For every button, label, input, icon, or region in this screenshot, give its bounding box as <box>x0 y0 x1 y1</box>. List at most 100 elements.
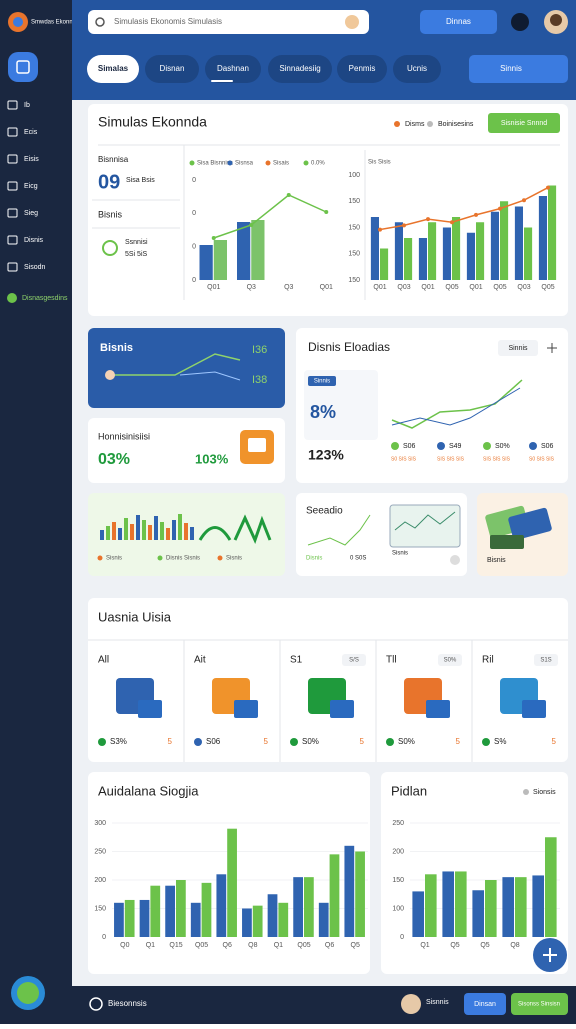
label: Sisnnis <box>426 999 449 1006</box>
decoration <box>307 514 371 546</box>
decoration <box>124 518 128 540</box>
decoration <box>118 528 122 540</box>
footer-button[interactable] <box>464 993 506 1015</box>
nav-item[interactable]: Ib <box>24 102 30 109</box>
label: Disnis Eloadias <box>308 340 390 354</box>
legend-dot <box>303 160 309 166</box>
legend-label: S06 <box>403 443 416 450</box>
search-bar[interactable] <box>88 10 369 34</box>
card <box>296 328 568 483</box>
icon <box>138 700 162 718</box>
x-tick-label: Q05 <box>541 284 554 291</box>
line-dot <box>324 210 329 214</box>
label: I38 <box>252 374 267 386</box>
bar <box>278 902 289 937</box>
tab-label[interactable]: Penmis <box>349 64 376 73</box>
x-tick-label: Q1 <box>274 942 283 949</box>
line-dot <box>426 217 430 222</box>
bar <box>500 201 509 280</box>
decoration <box>172 520 176 540</box>
tab-button[interactable] <box>469 55 568 83</box>
tab-label[interactable]: Disnan <box>160 64 185 73</box>
label: Disnis <box>306 556 322 562</box>
line-dot <box>286 193 291 197</box>
tab[interactable] <box>87 55 139 83</box>
y-tick-label: 150 <box>348 277 360 284</box>
nav-item[interactable]: Eisis <box>24 156 39 163</box>
button-label[interactable]: Sisonss Sinsisn <box>518 1002 560 1008</box>
action-button[interactable] <box>488 113 560 133</box>
label: 5 <box>360 737 365 746</box>
bar <box>329 854 340 937</box>
button-label[interactable]: Dinsan <box>474 1001 496 1008</box>
y-tick-label: 0 <box>192 177 196 184</box>
legend-dot <box>227 160 233 166</box>
label: 5 <box>168 737 173 746</box>
tab[interactable] <box>145 55 199 83</box>
tab-label[interactable]: Sinnadesiig <box>279 64 320 73</box>
bar <box>404 238 413 280</box>
tab-label[interactable]: Ucnis <box>407 64 427 73</box>
label: Seeadio <box>306 506 343 517</box>
label: 5 <box>552 737 557 746</box>
label: 103% <box>195 451 229 466</box>
x-tick-label: Q05 <box>493 284 506 291</box>
legend-label: Sisais <box>273 161 289 167</box>
legend-label: Disms <box>405 121 425 128</box>
tab-label[interactable]: Dashnan <box>217 64 249 73</box>
label[interactable]: Sinnis <box>508 345 528 352</box>
legend-dot <box>217 555 223 561</box>
line-dot <box>211 236 216 240</box>
x-tick-label: Q05 <box>297 942 310 949</box>
bar <box>201 882 212 937</box>
legend-dot <box>437 442 445 450</box>
legend-dot <box>157 555 163 561</box>
button-label[interactable]: Sisnisie Snnnd <box>501 120 547 127</box>
bar <box>293 877 303 937</box>
home-button[interactable] <box>8 52 38 82</box>
x-tick-label: Q1 <box>146 942 155 949</box>
y-tick-label: 0 <box>102 934 106 941</box>
badge <box>534 654 558 666</box>
nav-item[interactable]: Ecis <box>24 129 38 136</box>
label: Ait <box>194 655 206 666</box>
status-dot <box>482 738 490 746</box>
nav-item[interactable]: Eicg <box>24 183 38 190</box>
label: 0 S0S <box>350 556 366 562</box>
x-tick-label: Q05 <box>445 284 458 291</box>
label: S3% <box>110 737 127 746</box>
x-tick-label: Q01 <box>469 284 482 291</box>
decoration <box>154 516 158 540</box>
tab[interactable] <box>337 55 387 83</box>
nav-icon <box>7 208 18 218</box>
tab-label[interactable]: Simalas <box>98 64 129 73</box>
nav-item[interactable]: Sieg <box>24 210 38 217</box>
button-label[interactable]: Dinnas <box>446 17 471 26</box>
button-label[interactable]: Sinnis <box>500 64 522 73</box>
y-tick-label: 100 <box>348 172 360 179</box>
bar <box>242 908 252 937</box>
nav-item[interactable]: Sisodn <box>24 264 46 271</box>
tab[interactable] <box>268 55 332 83</box>
search-placeholder: Simulasis Ekonomis Simulasis <box>114 17 222 26</box>
label: Sinnis <box>314 379 330 385</box>
status-dot <box>194 738 202 746</box>
label: Sisnis <box>392 551 408 557</box>
nav-item-active[interactable]: Disnasgesdins <box>22 295 68 302</box>
footer-button[interactable] <box>511 993 568 1015</box>
bar <box>150 885 161 937</box>
tab[interactable] <box>393 55 441 83</box>
label: S1S <box>540 658 551 664</box>
header-button[interactable] <box>420 10 497 34</box>
tab[interactable] <box>205 55 261 83</box>
dropdown[interactable] <box>498 340 538 356</box>
inner-card <box>304 370 378 440</box>
status-dot <box>98 738 106 746</box>
y-tick-label: 150 <box>348 251 360 258</box>
line-dot <box>474 212 478 217</box>
label: Bisnis <box>98 209 123 219</box>
nav-item[interactable]: Disnis <box>24 237 44 244</box>
label[interactable]: Biesonnsis <box>108 999 147 1008</box>
x-tick-label: Q3 <box>247 284 256 291</box>
label: 5 <box>456 737 461 746</box>
